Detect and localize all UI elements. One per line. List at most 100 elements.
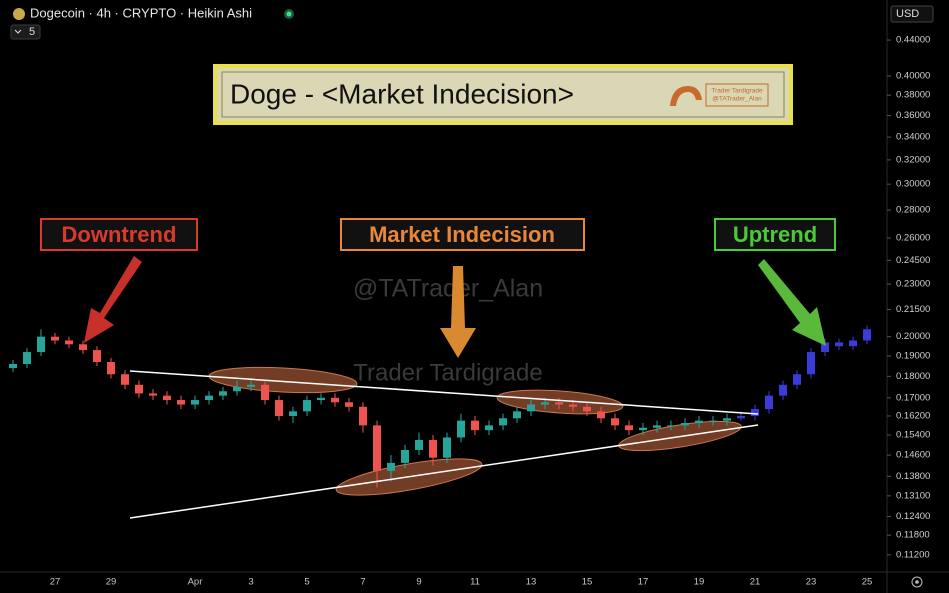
candle-body xyxy=(653,425,661,428)
y-tick-label: 0.13800 xyxy=(896,471,930,482)
annotation: Market Indecision xyxy=(369,222,555,247)
candle-body xyxy=(149,393,157,396)
candle-body xyxy=(177,400,185,405)
settings-icon[interactable] xyxy=(911,576,923,588)
arrow xyxy=(440,266,476,358)
candle-body xyxy=(233,386,241,392)
y-tick-label: 0.19000 xyxy=(896,351,930,362)
candle-body xyxy=(359,406,367,426)
y-tick-label: 0.11800 xyxy=(896,530,930,541)
y-tick-label: 0.36000 xyxy=(896,110,930,121)
y-tick-label: 0.20000 xyxy=(896,331,930,342)
candle-body xyxy=(639,427,647,431)
candle-body xyxy=(499,418,507,426)
candle-body xyxy=(373,425,381,471)
candle-body xyxy=(681,422,689,426)
candle-body xyxy=(793,374,801,385)
x-tick-label: 13 xyxy=(526,577,537,588)
x-tick-label: 5 xyxy=(304,577,309,588)
annotation-box xyxy=(40,218,198,251)
candle-body xyxy=(443,437,451,458)
candle-body xyxy=(583,406,591,412)
candle-body xyxy=(541,402,549,405)
candle-body xyxy=(527,404,535,412)
candle-body xyxy=(779,384,787,396)
watermark: @TATrader_Alan xyxy=(353,275,543,303)
x-tick-label: 15 xyxy=(582,577,593,588)
x-tick-label: Apr xyxy=(188,577,203,588)
candle-body xyxy=(9,363,17,369)
candle-body xyxy=(23,352,31,364)
y-tick-label: 0.38000 xyxy=(896,90,930,101)
candle-body xyxy=(191,400,199,405)
x-tick-label: 27 xyxy=(50,577,61,588)
annotation: Downtrend xyxy=(62,222,177,247)
candle-body xyxy=(65,340,73,345)
x-tick-label: 9 xyxy=(416,577,421,588)
candle-body xyxy=(429,439,437,458)
candle-body xyxy=(79,344,87,351)
annotation: Uptrend xyxy=(733,222,817,247)
x-tick-label: 21 xyxy=(750,577,761,588)
candle-body xyxy=(107,361,115,375)
settings-icon xyxy=(915,580,919,584)
candle-body xyxy=(821,342,829,353)
candle-body xyxy=(163,395,171,401)
candle-body xyxy=(471,420,479,431)
chart-title: Doge - <Market Indecision> xyxy=(230,78,574,109)
y-tick-label: 0.18000 xyxy=(896,371,930,382)
candle-body xyxy=(93,350,101,362)
annotation-box xyxy=(714,218,836,251)
candle-body xyxy=(751,409,759,416)
coin-icon xyxy=(13,8,25,20)
candle-body xyxy=(219,391,227,396)
trendline xyxy=(129,370,759,415)
y-tick-label: 0.28000 xyxy=(896,205,930,216)
symbol-title[interactable]: Dogecoin · 4h · CRYPTO · Heikin Ashi xyxy=(30,5,252,20)
currency-box[interactable] xyxy=(890,5,934,23)
candle-body xyxy=(765,395,773,410)
candle-body xyxy=(849,340,857,347)
logo-box xyxy=(705,83,769,107)
y-tick-label: 0.21500 xyxy=(896,304,930,315)
candle-body xyxy=(387,462,395,471)
y-tick-label: 0.16200 xyxy=(896,410,930,421)
candle-body xyxy=(667,425,675,427)
y-tick-label: 0.40000 xyxy=(896,70,930,81)
y-tick-label: 0.26000 xyxy=(896,233,930,244)
y-tick-label: 0.23000 xyxy=(896,279,930,290)
candle-body xyxy=(723,418,731,421)
x-tick-label: 19 xyxy=(694,577,705,588)
title-box-inner xyxy=(221,71,785,118)
candle-body xyxy=(275,400,283,416)
candle-body xyxy=(863,329,871,341)
candle-body xyxy=(317,397,325,401)
candle-body xyxy=(205,395,213,401)
candle-body xyxy=(135,384,143,394)
y-tick-label: 0.17000 xyxy=(896,392,930,403)
chevron xyxy=(14,29,22,34)
x-tick-label: 29 xyxy=(106,577,117,588)
x-tick-label: 11 xyxy=(470,577,480,588)
candle-body xyxy=(695,420,703,423)
badge[interactable] xyxy=(10,24,41,40)
y-tick-label: 0.14600 xyxy=(896,450,930,461)
candle-body xyxy=(247,384,255,387)
candle-body xyxy=(37,336,45,353)
y-tick-label: 0.13100 xyxy=(896,490,930,501)
interval-badge: 5 xyxy=(29,26,35,38)
candle-body xyxy=(569,404,577,407)
logo-text: @TATrader_Alan xyxy=(712,96,762,103)
x-tick-label: 25 xyxy=(862,577,873,588)
y-tick-label: 0.44000 xyxy=(896,35,930,46)
trendline xyxy=(129,424,759,519)
candle-body xyxy=(555,402,563,405)
x-tick-label: 17 xyxy=(638,577,649,588)
y-tick-label: 0.34000 xyxy=(896,132,930,143)
candle-body xyxy=(513,411,521,419)
candle-body xyxy=(737,415,745,419)
candle-body xyxy=(611,418,619,426)
candles xyxy=(9,325,871,488)
y-tick-label: 0.30000 xyxy=(896,179,930,190)
candle-body xyxy=(289,411,297,416)
